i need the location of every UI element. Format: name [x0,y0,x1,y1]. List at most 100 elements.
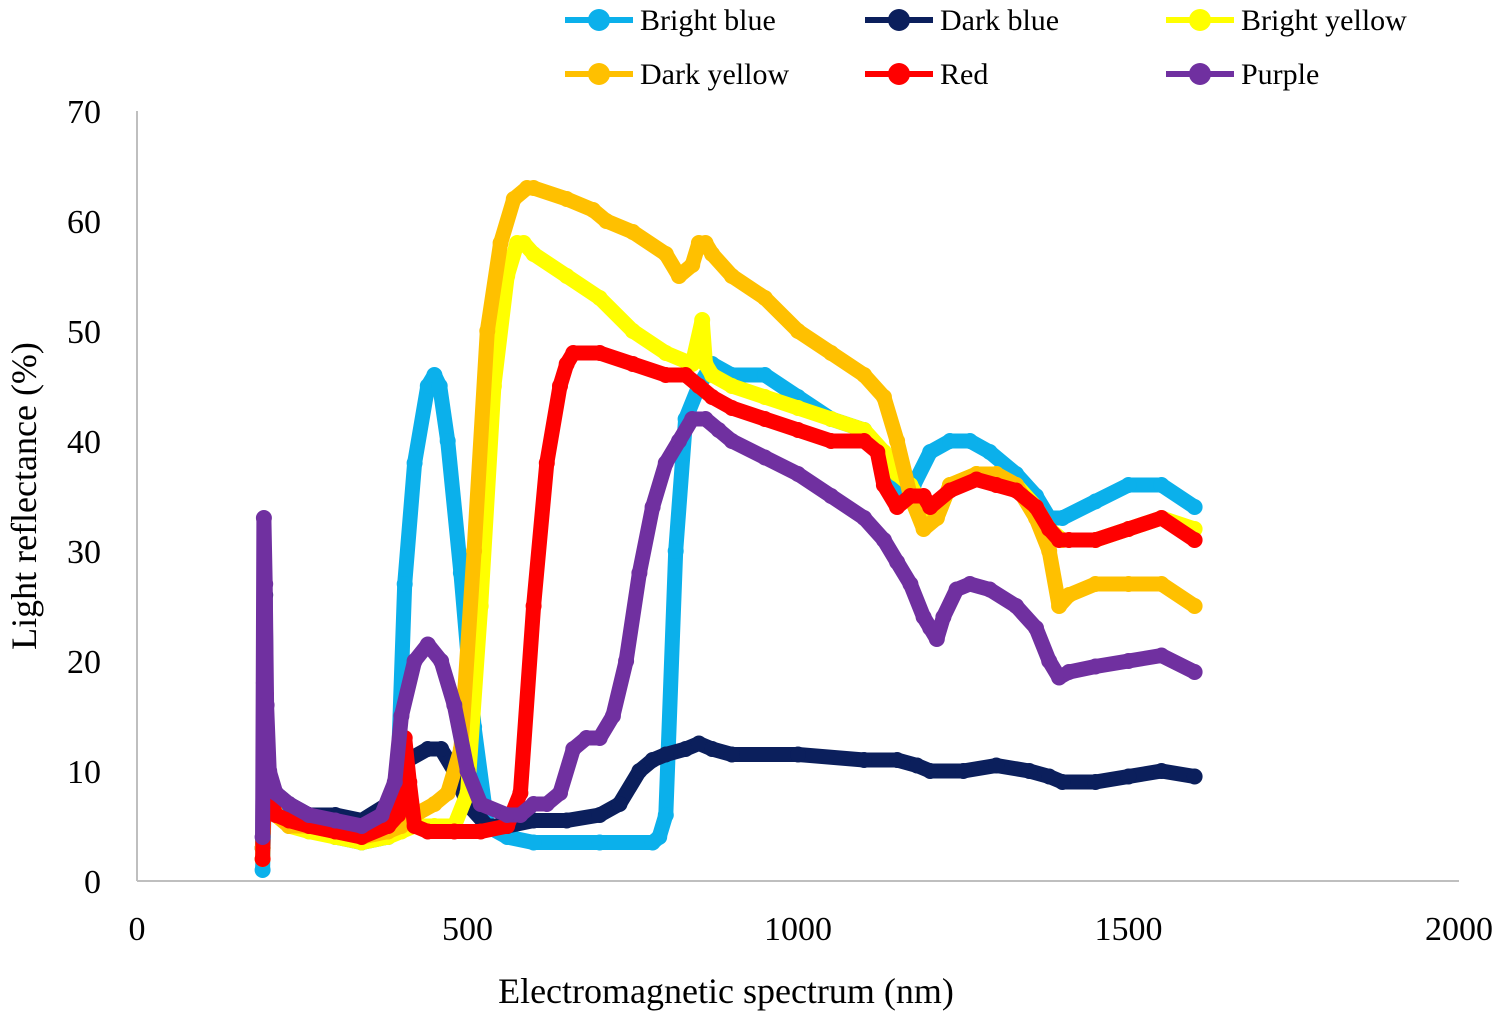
legend-label: Red [940,58,988,91]
data-point [525,796,542,812]
legend-label: Dark blue [940,4,1059,37]
data-point [255,510,272,526]
data-point [1186,664,1203,680]
data-point [690,378,707,394]
data-point [618,653,635,669]
data-point [611,796,628,812]
data-point [538,796,555,812]
data-point [671,433,687,449]
data-point [756,367,773,383]
x-tick-label: 0 [129,911,146,948]
data-point [902,576,919,592]
legend-swatch-marker [588,63,610,85]
data-point [981,444,998,460]
data-point [790,323,806,339]
data-point [479,323,496,339]
data-point [1087,658,1104,675]
legend: Bright blue Dark blue Bright yellow Dark ye… [565,4,1407,91]
data-point [1061,532,1077,548]
series-layer [254,180,1203,878]
data-point [756,290,773,306]
data-point [657,345,674,361]
data-point [1087,576,1104,592]
data-point [254,851,271,867]
data-point [651,829,668,845]
data-point [591,834,608,851]
series-purple [254,411,1203,845]
data-point [823,488,840,504]
data-point [955,763,972,779]
data-point [869,444,886,460]
y-tick-label: 0 [84,864,101,901]
data-point [690,735,707,752]
data-point [254,862,271,878]
data-point [1028,499,1044,515]
data-point [267,785,284,801]
data-point [591,807,608,823]
data-point [1054,774,1071,790]
data-point [406,455,423,471]
data-point [1061,587,1077,603]
legend-item: Dark yellow [565,58,789,91]
legend-swatch-marker [888,9,910,31]
data-point [261,763,278,779]
data-point [671,268,687,284]
data-point [505,191,522,207]
data-point [697,411,714,427]
data-point [723,746,740,763]
data-point [1153,763,1170,779]
data-point [1041,543,1058,559]
legend-swatch-marker [1189,63,1211,85]
data-point [889,499,906,515]
data-point [1153,647,1170,664]
data-point [961,433,978,449]
data-point [386,774,403,790]
data-point [856,433,873,449]
data-point [1021,763,1038,779]
data-point [902,488,919,504]
data-point [1008,482,1025,499]
series-red [254,345,1203,867]
data-point [525,180,542,196]
data-point [889,554,906,570]
data-point [254,829,271,845]
data-point [1186,768,1203,785]
axes [136,111,1459,882]
data-point [968,471,985,488]
data-point [704,367,721,383]
data-point [631,565,648,581]
data-point [875,477,892,493]
legend-item: Purple [1166,58,1319,91]
data-point [624,224,641,240]
data-point [644,499,661,515]
data-point [327,812,344,829]
y-tick-label: 40 [67,424,101,461]
data-point [1087,493,1104,510]
data-point [694,312,711,328]
data-point [889,752,906,768]
data-point [459,763,476,779]
data-point [525,834,542,851]
data-point [1087,532,1104,548]
data-point [988,757,1005,774]
data-point [419,823,436,840]
data-point [1186,598,1203,614]
y-tick-labels: 0 10 20 30 40 50 60 70 [67,94,101,901]
data-point [281,796,297,812]
data-point [525,246,542,262]
data-point [823,411,840,427]
data-point [756,449,773,466]
data-point [492,235,509,251]
data-point [419,741,436,757]
data-point [433,741,450,757]
x-axis-title: Electromagnetic spectrum (nm) [498,971,954,1011]
data-point [644,752,661,768]
data-point [624,323,641,339]
data-point [961,576,978,592]
data-point [515,235,532,251]
data-point [499,807,516,823]
x-tick-labels: 0 500 1000 1500 2000 [129,911,1494,948]
data-point [472,796,489,812]
legend-label: Purple [1241,58,1319,91]
